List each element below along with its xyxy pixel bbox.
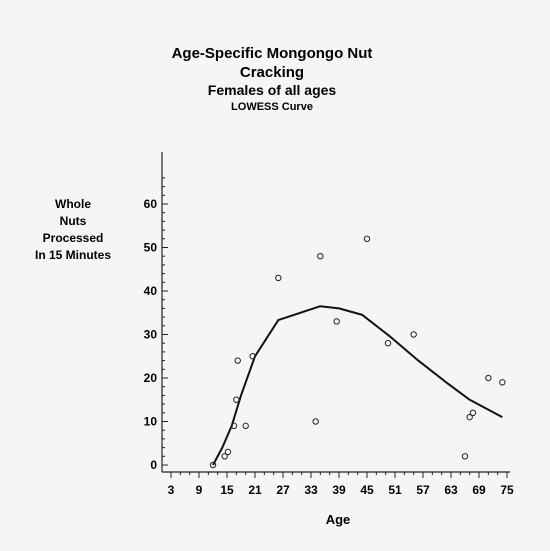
data-point (275, 274, 282, 282)
x-tick-label: 21 (248, 483, 262, 497)
data-point (249, 353, 256, 360)
x-tick-label: 3 (168, 483, 175, 497)
x-tick-label: 45 (360, 483, 374, 497)
y-tick-label: 0 (150, 458, 157, 472)
data-point (221, 453, 228, 460)
y-axis-label-line: Processed (42, 231, 104, 245)
data-point (363, 235, 371, 243)
data-point (242, 422, 249, 430)
x-tick-label: 33 (304, 483, 318, 497)
x-tick-label: 75 (500, 483, 514, 497)
data-point (499, 379, 506, 386)
data-point (469, 409, 477, 416)
x-tick-label: 69 (472, 483, 486, 497)
x-tick-label: 63 (444, 483, 458, 497)
y-axis-label-line: In 15 Minutes (34, 248, 111, 262)
x-tick-label: 57 (416, 483, 430, 497)
data-marks (209, 235, 506, 469)
data-point (485, 374, 492, 382)
x-tick-label: 51 (388, 483, 402, 497)
data-point (384, 340, 392, 347)
x-tick-label: 27 (276, 483, 290, 497)
data-point (410, 331, 417, 338)
data-point (230, 422, 238, 430)
x-tick-label: 39 (332, 483, 346, 497)
x-tick-label: 9 (196, 483, 203, 497)
y-axis-label: Whole Nuts Processed In 15 Minutes (18, 196, 128, 264)
data-point (312, 418, 319, 425)
y-tick-label: 20 (144, 371, 158, 385)
y-tick-label: 40 (144, 284, 158, 298)
chart-subtitle: Females of all ages (207, 82, 337, 98)
data-point (224, 448, 232, 456)
y-axis-label-line: Nuts (59, 214, 87, 228)
chart-title-block: Age-Specific Mongongo Nut Cracking Femal… (150, 44, 394, 114)
y-tick-label: 10 (144, 415, 158, 429)
chart-subtitle-2: LOWESS Curve (231, 101, 313, 113)
y-tick-label: 60 (144, 197, 158, 211)
data-point (333, 318, 340, 325)
data-point (317, 253, 324, 260)
data-point (466, 413, 473, 421)
y-axis-label-line: Whole (55, 197, 91, 211)
data-point (461, 453, 469, 460)
lowess-curve (212, 305, 503, 466)
data-point (234, 357, 241, 364)
data-point (233, 396, 240, 403)
y-tick-label: 50 (144, 241, 158, 255)
x-tick-label: 15 (220, 483, 234, 497)
x-axis-label: Age (326, 512, 351, 527)
y-tick-label: 30 (144, 328, 158, 342)
data-point (209, 461, 217, 469)
chart-title: Age-Specific Mongongo Nut Cracking (171, 45, 373, 81)
